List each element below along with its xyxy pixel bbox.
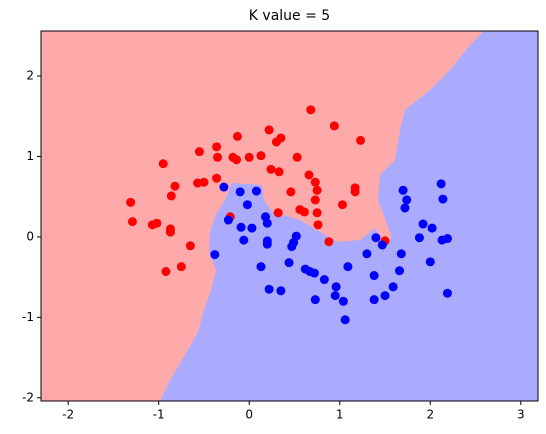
point [330,291,340,301]
y-tick-label: -1 [22,310,34,324]
point [147,220,157,230]
point [402,195,412,205]
point [193,178,203,188]
point [158,159,168,169]
point [324,237,334,247]
point [212,173,222,183]
point [350,187,360,197]
x-tick-label: 0 [245,408,253,422]
point [284,258,294,268]
point [266,164,276,174]
point [292,152,302,162]
point [337,200,347,210]
point [219,182,229,192]
point [126,197,136,207]
point [210,250,220,260]
point [212,142,222,152]
y-tick-label: -2 [22,390,34,404]
point [239,235,249,245]
point [223,215,233,225]
point [340,315,350,325]
point [438,194,448,204]
y-tick-label: 2 [26,69,34,83]
chart-title: K value = 5 [249,8,330,24]
point [256,151,266,161]
point [442,288,452,298]
point [247,223,257,233]
axes-frame [40,30,539,402]
point [436,179,446,189]
point [213,152,223,162]
point [329,121,339,131]
point [396,249,406,259]
point [235,187,245,197]
point [264,125,274,135]
point [176,262,186,272]
point [262,218,272,228]
point [312,208,322,218]
point [262,239,272,249]
point [388,282,398,292]
y-tick-label: 1 [26,149,34,163]
point [194,147,204,157]
point [398,185,408,195]
point [310,195,320,205]
point [331,282,341,292]
point [273,208,283,218]
point [309,268,319,278]
point [306,105,316,115]
point [242,200,252,210]
point [251,186,261,196]
point [304,170,314,180]
point [312,185,322,195]
x-tick-label: 2 [426,408,434,422]
point [343,262,353,272]
point [299,207,309,217]
point [319,275,329,285]
point [338,296,348,306]
point [356,135,366,145]
point [165,224,175,234]
point [264,284,274,294]
point [427,223,437,233]
point [371,233,381,243]
point [369,295,379,305]
point [232,155,242,165]
point [185,241,195,251]
point [274,167,284,177]
point [313,220,323,230]
point [400,203,410,213]
point [127,217,137,227]
point [414,233,424,243]
point [380,291,390,301]
point [442,234,452,244]
point [161,267,171,276]
x-tick-label: 1 [336,408,344,422]
x-tick-label: -1 [153,408,165,422]
point [236,222,246,232]
point [310,177,320,187]
point [310,295,320,305]
x-tick-label: 3 [517,408,525,422]
region-blue [160,31,538,401]
point [369,271,379,281]
point [418,219,428,229]
point [394,266,404,276]
point [256,262,266,272]
point [286,187,296,197]
point [244,152,254,162]
point [170,181,180,191]
y-tick-label: 0 [26,229,34,243]
point [276,286,286,296]
point [271,137,281,147]
point [289,238,299,248]
point [377,240,387,250]
point [166,191,176,201]
point [362,249,372,259]
point [425,257,435,267]
point [232,131,242,141]
x-tick-label: -2 [62,408,74,422]
